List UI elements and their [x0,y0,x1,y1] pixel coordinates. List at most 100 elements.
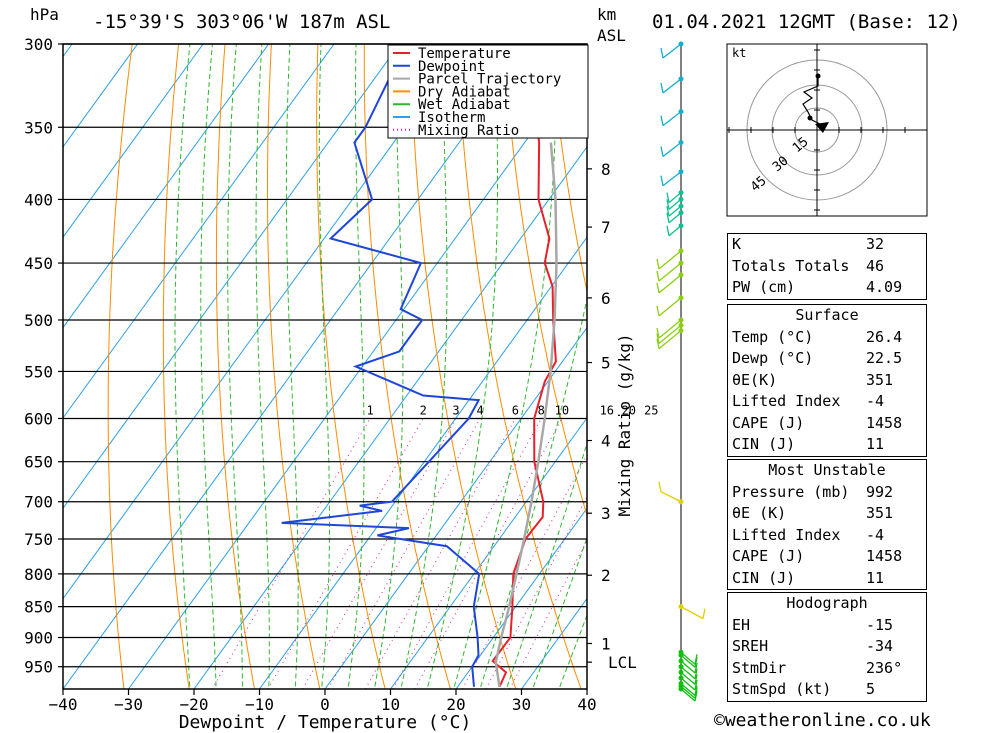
panel-row-value: 11 [866,568,885,587]
height-tick-label: 8 [601,160,611,179]
wind-barb-flag [666,205,670,217]
panel-row-label: EH [732,615,751,634]
indices-panel: K 32 Totals Totals 46 PW (cm) 4.09 [727,233,927,300]
panel-row-label: StmDir [732,658,787,677]
hodograph-point [815,73,821,79]
height-tick-label: 6 [601,289,611,308]
wind-barb-shaft [658,330,682,350]
pressure-tick-label: 300 [24,35,53,54]
wind-barb-flag [666,225,670,236]
panel-row: StmDir 236° [728,658,926,680]
hodograph-point [807,115,813,121]
wind-barb-shaft [658,319,682,339]
panel-row: CAPE (J) 1458 [728,413,926,435]
panel-row-label: Pressure (mb) [732,482,850,501]
mixing-ratio-line [364,418,516,689]
legend-label: Wet Adiabat [418,97,511,113]
mixing-ratio-line [267,418,424,689]
pressure-unit-label: hPa [30,5,59,24]
panel-row: Lifted Index -4 [728,525,926,547]
mixing-ratio-labels: 1 2 3 4 6 8 10 16 20 25 [366,404,658,418]
wind-barb-flag [694,674,698,685]
panel-row-value: -4 [866,392,885,410]
panel-row-label: StmSpd (kt) [732,680,832,698]
wind-barb-shaft [680,651,696,665]
mixing-ratio-label: 3 [452,404,459,418]
panel-row: EH -15 [728,615,926,637]
datetime-title: 01.04.2021 12GMT (Base: 12) [652,11,961,33]
wind-barbs [656,41,706,702]
panel-row: Temp (°C) 26.4 [728,327,926,349]
temperature-tick-label: −10 [245,695,274,714]
wind-barb-shaft [662,43,682,59]
wind-barb-shaft [660,491,682,503]
wind-barb-shaft [680,654,696,668]
panel-row-value: 1458 [866,413,903,432]
wind-barb-shaft [680,660,696,674]
panel-row-value: -4 [866,525,885,544]
hodograph-unit-label: kt [732,46,746,60]
panel-row-label: Temp (°C) [732,327,814,346]
isotherm-line [324,326,587,689]
isotherm-line [63,44,532,689]
panel-row-label: Dewp (°C) [732,349,814,367]
temperature-tick-label: −40 [49,695,78,714]
panel-row-value: -34 [866,637,894,655]
panel-row-value: 236° [866,658,903,677]
wind-barb-flag [658,481,662,492]
wind-barb-shaft [662,141,682,158]
dewpoint-line [281,44,481,687]
panel-row-label: PW (cm) [732,278,796,296]
dry-adiabat-line [921,44,1000,689]
panel-row-label: θE (K) [732,504,787,522]
panel-row-label: Totals Totals [732,256,850,275]
panel-row-label: Lifted Index [732,525,841,544]
wind-barb-flag [694,690,698,702]
isotherm-line [455,507,587,689]
panel-row-value: 22.5 [866,349,903,367]
isotherm-line [63,44,270,329]
panel-row-value: -15 [866,615,894,634]
axes: 3003504004505005506006507007508008509009… [24,35,637,714]
wind-barb-shaft [668,192,682,204]
mixing-ratio-label: 2 [420,404,427,418]
pressure-tick-label: 900 [24,629,53,648]
dry-adiabat-line [503,44,587,518]
wind-barb-flag [656,282,660,294]
panel-row: Pressure (mb) 992 [728,482,926,504]
mixing-ratio-axis-label: Mixing Ratio (g/kg) [615,333,634,516]
wet-adiabat-line [532,536,587,689]
panel-row: CIN (J) 11 [728,434,926,456]
wind-barb-shaft [668,225,682,237]
mixing-ratio-label: 8 [538,404,545,418]
location-title: -15°39'S 303°06'W 187m ASL [93,11,390,33]
legend-label: Parcel Trajectory [418,72,561,88]
legend-label: Dry Adiabat [418,84,511,100]
panel-row: Totals Totals 46 [728,256,926,278]
panel-row-value: 1458 [866,547,903,565]
wind-barb-shaft [658,262,682,282]
dry-adiabat-line [363,44,451,689]
mixing-ratio-label: 6 [512,404,519,418]
dry-adiabat-line [316,44,386,689]
wind-barb-flag [660,146,664,157]
height-tick-label: 3 [601,504,611,523]
wind-barb-flag [656,327,660,339]
panel-row-value: 4.09 [866,278,903,296]
panel-row-label: CAPE (J) [732,547,805,565]
wind-barb-shaft [658,324,682,344]
temperature-tick-label: 20 [446,695,465,714]
wind-barb-flag [694,662,698,674]
temperature-tick-label: −20 [180,695,209,714]
panel-row: K 32 [728,234,926,256]
panel-row-value: 32 [866,235,885,253]
pressure-tick-label: 550 [24,362,53,381]
wet-adiabat-line [373,44,404,689]
wind-barb-shaft [662,78,682,94]
mixing-ratio-line [327,418,481,689]
mixing-ratio-label: 25 [644,404,658,418]
wind-barb-shaft [680,606,704,620]
wind-barb-flag [660,115,664,126]
